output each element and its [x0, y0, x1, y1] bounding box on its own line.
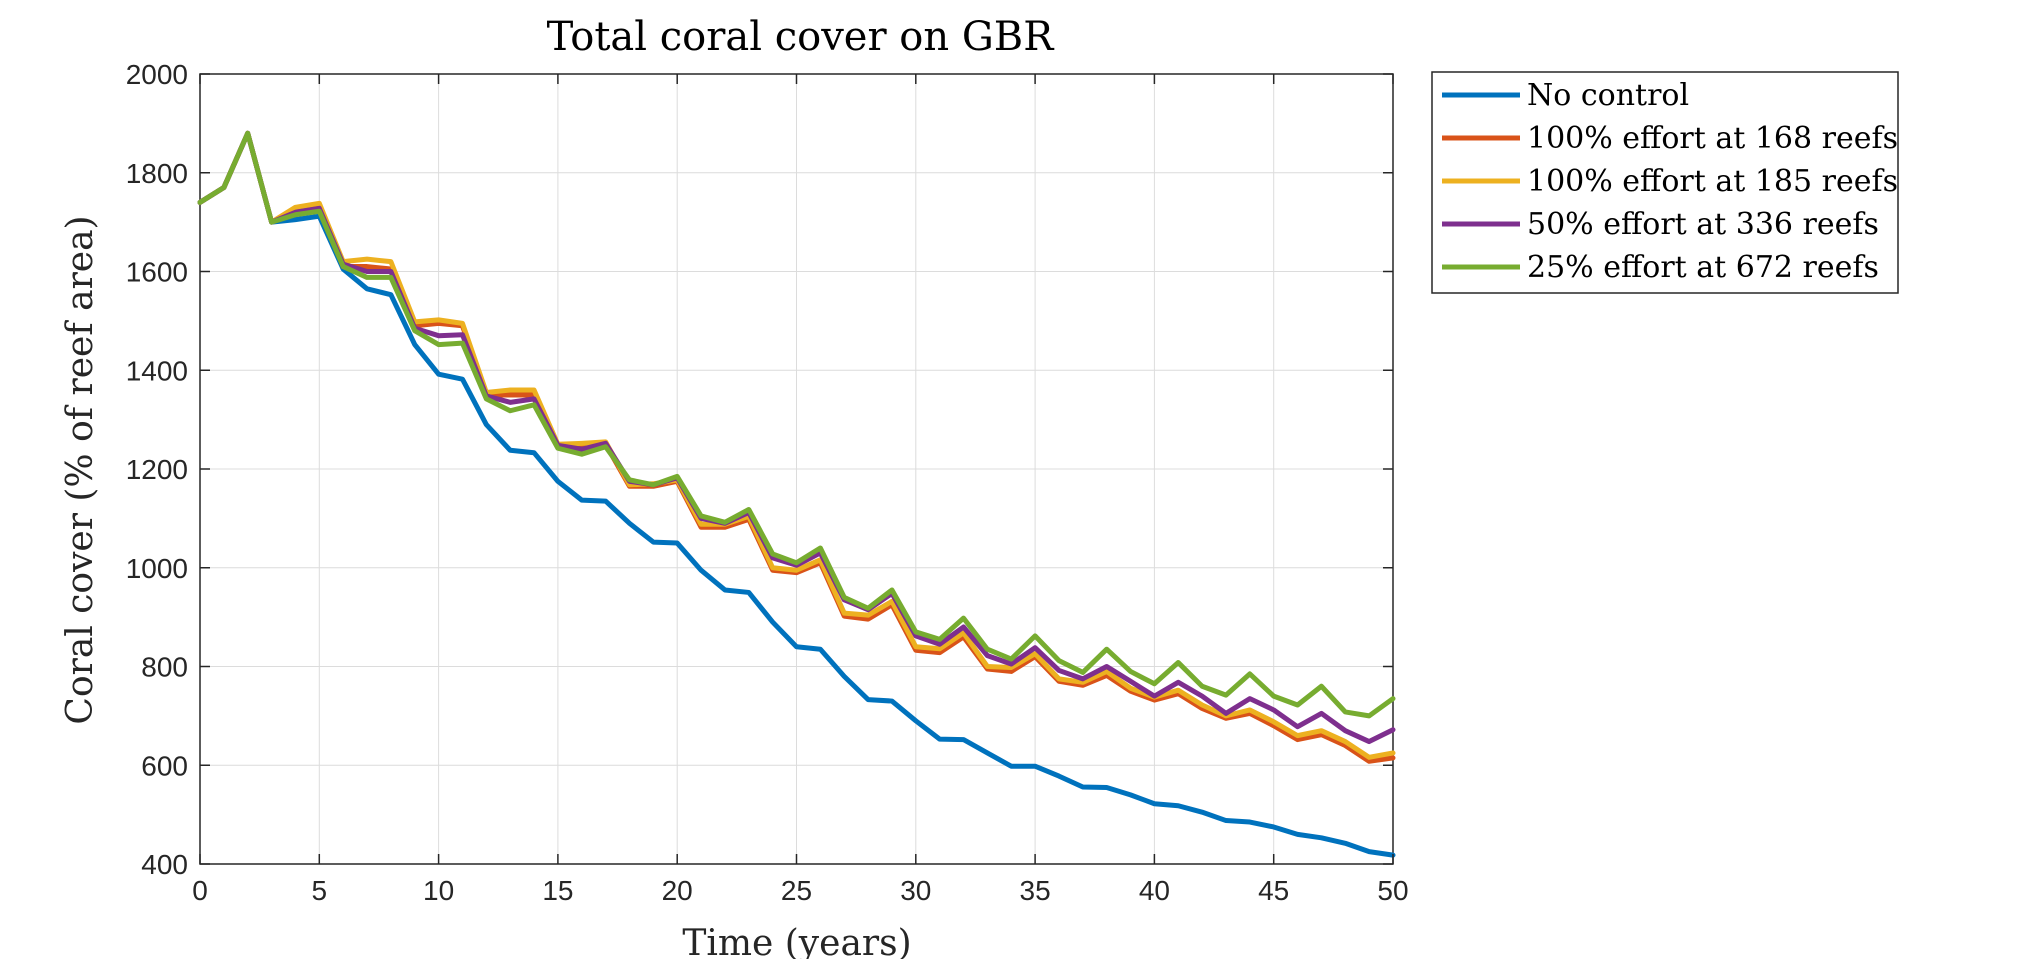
x-tick-label: 40	[1139, 875, 1170, 906]
y-tick-label: 1200	[126, 454, 188, 485]
x-tick-label: 0	[192, 875, 208, 906]
y-tick-label: 1400	[126, 355, 188, 386]
legend: No control 100% effort at 168 reefs 100% e…	[1431, 71, 1899, 294]
x-tick-label: 10	[423, 875, 454, 906]
x-tick-label: 50	[1377, 875, 1408, 906]
series-line-3	[197, 130, 1396, 760]
legend-entry: No control	[1527, 78, 1689, 113]
y-tick-label: 2000	[126, 59, 188, 90]
x-tick-label: 35	[1020, 875, 1051, 906]
y-tick-label: 400	[141, 849, 188, 880]
x-tick-label: 45	[1258, 875, 1289, 906]
legend-entry: 25% effort at 672 reefs	[1527, 250, 1879, 285]
y-tick-label: 1600	[126, 257, 188, 288]
y-axis-label: Coral cover (% of reef area)	[60, 215, 101, 724]
y-axis-ticks: 400 600 800 1000 1200 1400 1600 1800 2000	[126, 59, 1393, 880]
series-group	[197, 130, 1396, 858]
x-tick-label: 25	[781, 875, 812, 906]
chart-title: Total coral cover on GBR	[547, 14, 1056, 60]
y-tick-label: 800	[141, 652, 188, 683]
series-line-5	[197, 130, 1396, 719]
legend-entry: 100% effort at 185 reefs	[1527, 164, 1898, 199]
y-tick-label: 1000	[126, 553, 188, 584]
x-axis-label: Time (years)	[682, 923, 911, 959]
legend-entry: 100% effort at 168 reefs	[1527, 121, 1898, 156]
series-line-1	[197, 130, 1396, 858]
x-tick-label: 20	[662, 875, 693, 906]
x-tick-label: 15	[542, 875, 573, 906]
y-tick-label: 600	[141, 750, 188, 781]
x-tick-label: 30	[900, 875, 931, 906]
legend-entry: 50% effort at 336 reefs	[1527, 207, 1879, 242]
x-axis-ticks: 0 5 10 15 20 25 30 35 40 45 50	[192, 74, 1409, 906]
x-tick-label: 5	[312, 875, 328, 906]
y-tick-label: 1800	[126, 158, 188, 189]
